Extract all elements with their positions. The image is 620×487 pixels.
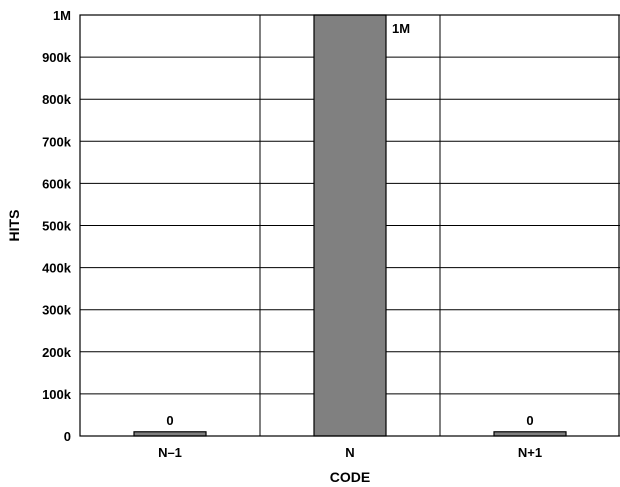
plot-frame <box>79 14 620 437</box>
y-tick-label-5: 500k <box>42 219 72 234</box>
data-label-0: 0 <box>166 413 173 428</box>
bar-2 <box>493 431 567 437</box>
y-tick-label-6: 600k <box>42 176 72 191</box>
y-tick-label-10: 1M <box>53 8 71 23</box>
y-tick-label-9: 900k <box>42 50 72 65</box>
x-tick-label-0: N–1 <box>158 445 182 460</box>
y-tick-label-2: 200k <box>42 345 72 360</box>
data-labels: 0 1M 0 <box>166 21 533 428</box>
y-tick-label-4: 400k <box>42 261 72 276</box>
y-tick-label-8: 800k <box>42 92 72 107</box>
x-tick-label-1: N <box>345 445 354 460</box>
y-tick-label-3: 300k <box>42 303 72 318</box>
y-tick-labels: 0 100k 200k 300k 400k 500k 600k 700k 800k 900k 1M <box>42 8 72 444</box>
bar-0 <box>133 431 207 437</box>
x-tick-labels: N–1 N N+1 <box>158 445 542 460</box>
x-tick-label-2: N+1 <box>518 445 542 460</box>
y-tick-label-1: 100k <box>42 387 72 402</box>
bar-1 <box>313 14 387 437</box>
y-tick-label-7: 700k <box>42 134 72 149</box>
y-tick-label-0: 0 <box>64 429 71 444</box>
y-axis-label: HITS <box>6 210 22 242</box>
data-label-2: 0 <box>526 413 533 428</box>
data-label-1: 1M <box>392 21 410 36</box>
x-axis-label: CODE <box>330 469 370 485</box>
bars <box>133 14 567 437</box>
